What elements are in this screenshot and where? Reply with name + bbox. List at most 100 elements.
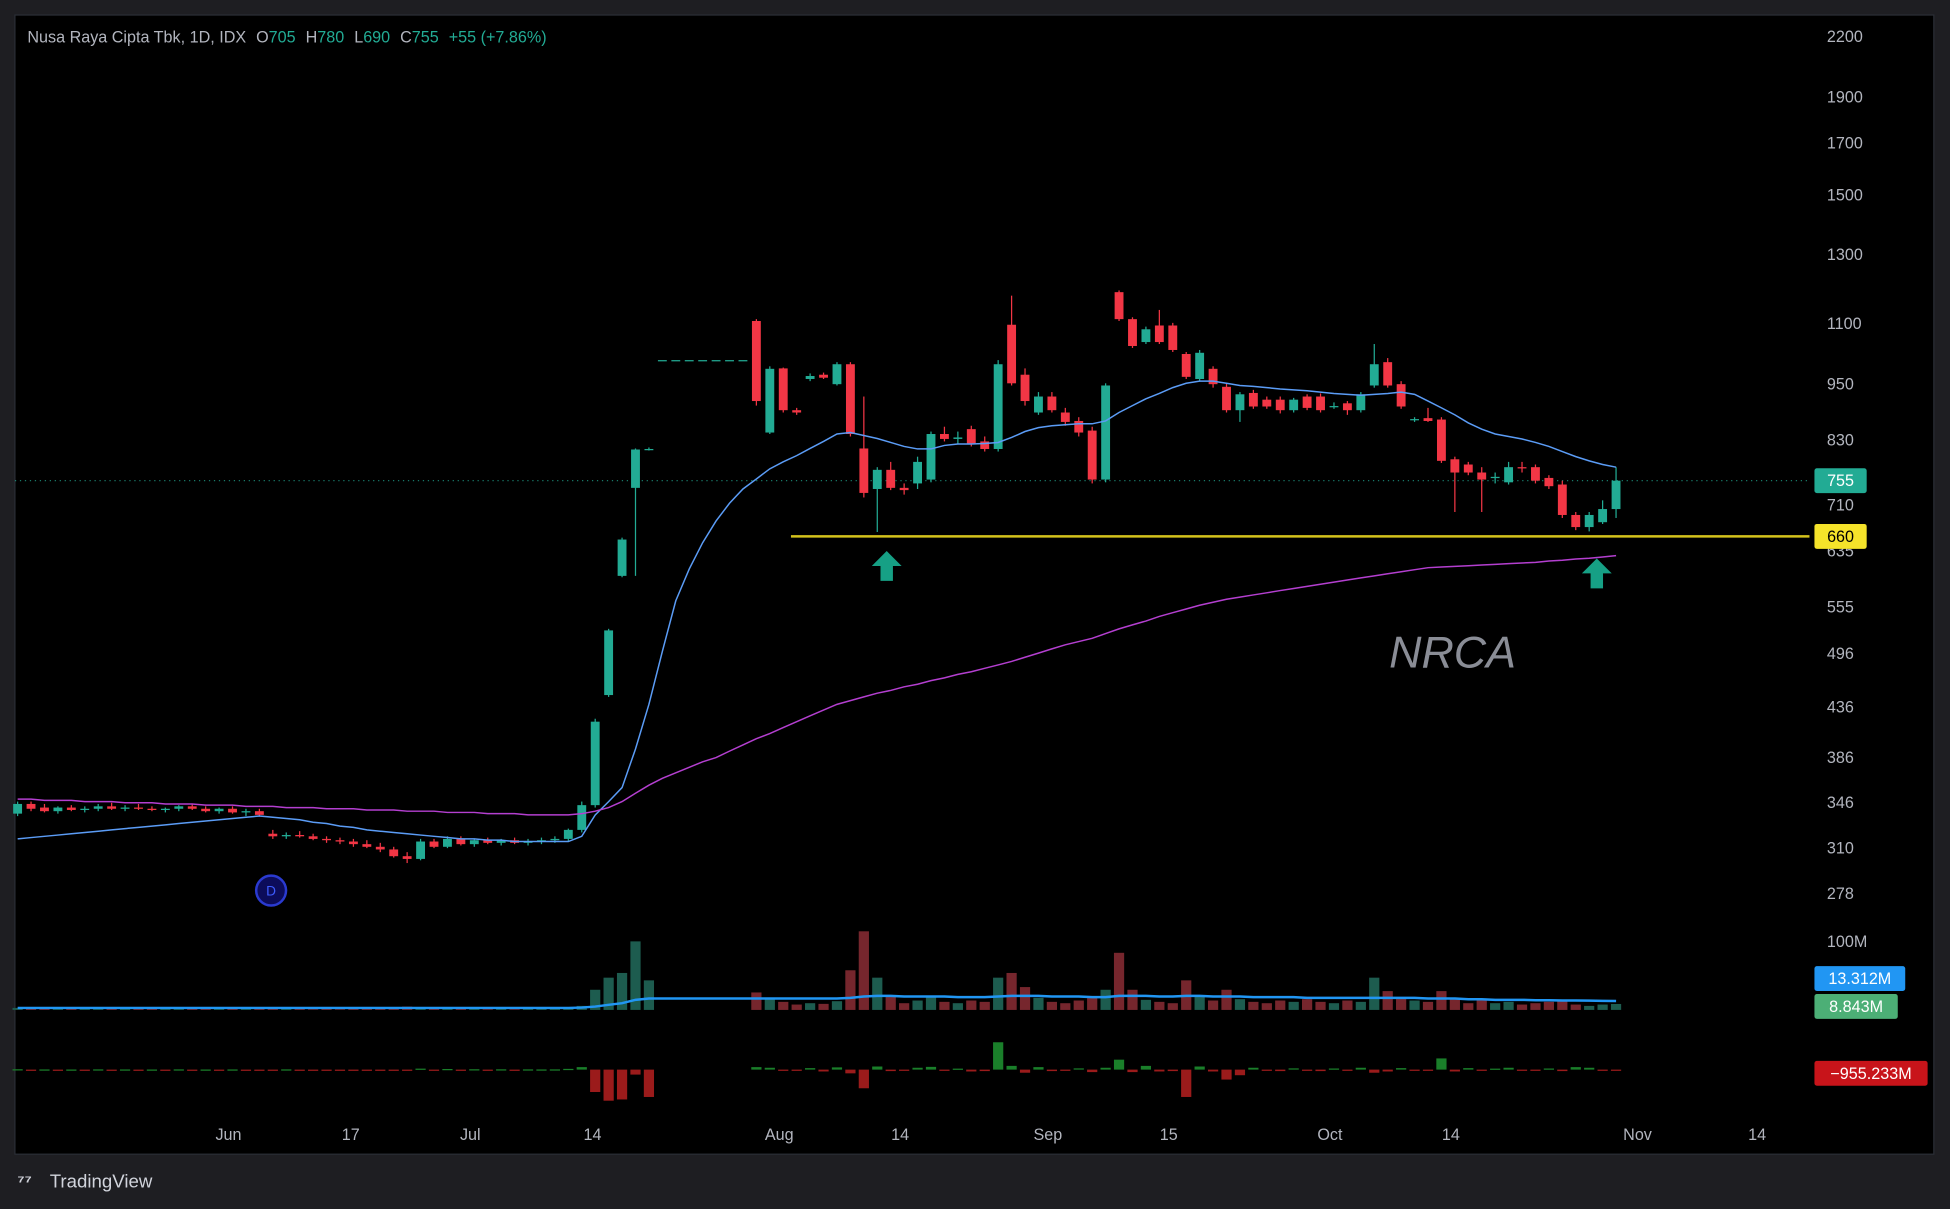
y-tick-label: 830 [1827,432,1854,450]
l-label: L [354,29,363,47]
flow-bar [845,1069,856,1074]
candle-body [26,803,36,809]
volume-bar [482,1009,493,1010]
flow-bar [751,1067,762,1070]
flow-bar [1570,1067,1581,1070]
candle-body [859,448,869,493]
volume-bar [348,1008,359,1010]
flow-bar [66,1069,77,1071]
volume-bar [1342,1000,1353,1010]
flow-bar [1584,1067,1595,1070]
volume-bar [603,977,614,1010]
flow-bar [1154,1069,1165,1072]
volume-bar [1194,995,1205,1010]
flow-label: −955.233M [1830,1065,1911,1083]
x-tick-label: Jul [460,1126,481,1144]
flow-bar [187,1069,198,1071]
flow-bar [1100,1067,1111,1070]
volume-bar [200,1008,211,1010]
volume-bar [643,980,655,1010]
flow-bar [1207,1069,1219,1072]
candle-body [1329,406,1339,408]
flow-bar [119,1069,131,1071]
flow-bar [1557,1069,1568,1072]
flow-bar [616,1069,628,1100]
candle-body [845,364,855,435]
volume-bar [308,1009,319,1010]
flow-bar [267,1069,278,1071]
flow-bar [1355,1067,1366,1070]
candle-body [429,841,439,847]
flow-bar [1113,1059,1125,1070]
flow-bar [805,1068,816,1070]
volume-bar [1019,987,1031,1010]
flow-bar [939,1069,950,1071]
flow-bar [1490,1068,1501,1070]
indicator-line [17,380,1617,843]
event-marker [254,874,288,907]
volume-bar [12,1007,23,1010]
candle-body [228,808,237,813]
candle-body [147,808,157,811]
candle-body [940,434,949,439]
flow-bar [885,1069,896,1072]
flow-bar [603,1069,614,1101]
volume-bar [1328,1003,1340,1010]
flow-bar [294,1069,305,1071]
watermark: NRCA [1389,627,1516,677]
y-tick-label: 346 [1827,794,1854,812]
volume-bar [469,1008,480,1010]
candle-body [604,630,614,696]
candle-body [1504,467,1514,483]
candle-body [966,429,976,444]
volume-label: 8.843M [1829,998,1883,1016]
candle-body [1034,396,1043,413]
candle-body [1477,472,1487,480]
volume-bar [616,972,628,1010]
candle-body [107,806,117,809]
flow-bar [576,1067,587,1070]
flow-bar [590,1069,601,1092]
volume-ma-label: 13.312M [1828,970,1891,988]
volume-bar [966,1000,977,1010]
candle-body [1168,325,1178,350]
volume-bar [281,1008,292,1010]
candle-body [281,835,291,837]
volume-bar [39,1008,50,1010]
flow-bar [1328,1068,1340,1070]
flow-bar [1006,1065,1017,1070]
volume-bar [1449,999,1460,1010]
volume-bar [1503,1001,1514,1010]
flow-bar [348,1069,359,1071]
candle-body [792,410,802,413]
flow-bar [1033,1067,1044,1070]
y-tick-label: 555 [1827,598,1854,616]
volume-bar [1516,1004,1528,1010]
volume-bar [549,1008,561,1010]
candle-body [657,360,667,362]
y-tick-label: 710 [1827,496,1854,514]
candle-body [348,841,358,845]
volume-bar [1046,1001,1057,1010]
candle-body [1020,374,1030,402]
candle-body [362,844,372,847]
flow-bar [254,1069,265,1071]
change: +55 (+7.86%) [449,29,547,47]
x-tick-label: Nov [1623,1126,1653,1144]
volume-bar [1610,1003,1622,1010]
flow-bar [281,1069,292,1071]
chart-area [14,14,1935,1155]
flow-bar [496,1069,507,1071]
candle-body [80,808,90,811]
x-tick-label: 17 [342,1126,360,1144]
hline-label-box [1814,523,1867,549]
x-tick-label: Sep [1033,1126,1062,1144]
candle-body [1369,364,1379,386]
last-price-label: 755 [1827,472,1854,490]
flow-bar [818,1069,829,1072]
flow-bar [1087,1069,1098,1073]
candle-body [1195,352,1205,379]
flow-bar [375,1069,386,1071]
flow-bar [146,1069,158,1071]
